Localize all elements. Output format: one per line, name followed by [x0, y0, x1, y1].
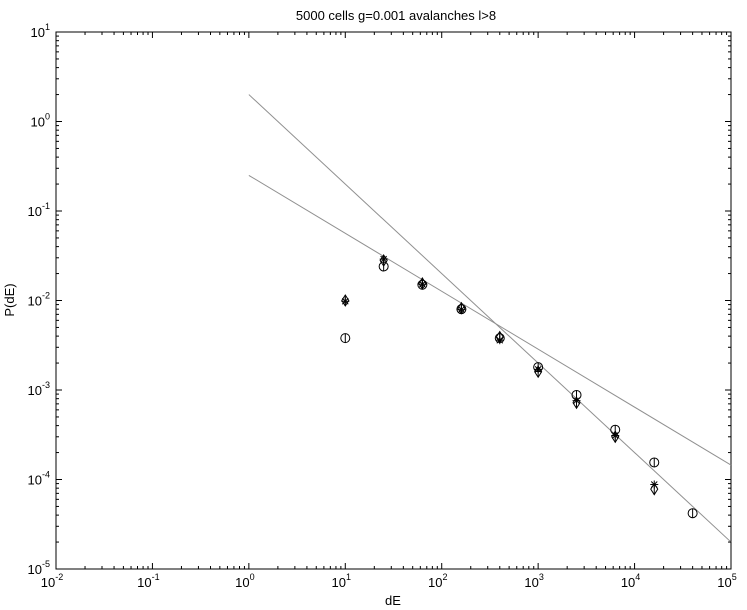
- data-point-star: [650, 480, 659, 489]
- x-tick-label: 100: [235, 572, 254, 590]
- x-tick-labels: 10-2 10-1 100 101 102 103 104 105: [41, 572, 737, 590]
- chart-title: 5000 cells g=0.001 avalanches l>8: [296, 8, 496, 23]
- x-tick-label: 103: [524, 572, 543, 590]
- data-point-circle: [649, 457, 660, 468]
- data-point-star: [379, 255, 388, 264]
- y-tick-label: 10-2: [28, 291, 50, 309]
- fit-line-2: [248, 174, 732, 466]
- x-axis-label: dE: [385, 593, 401, 608]
- axis-ticks: [55, 31, 732, 570]
- y-tick-label: 10-4: [28, 470, 50, 488]
- data-point-circle: [687, 508, 698, 519]
- data-point-star: [572, 396, 581, 405]
- y-tick-label: 10-3: [28, 380, 50, 398]
- y-axis-label: P(dE): [2, 283, 17, 316]
- y-tick-label: 10-1: [28, 201, 50, 219]
- data-point-star: [457, 305, 466, 314]
- plot-area: [55, 31, 732, 570]
- fit-lines: [248, 94, 732, 543]
- y-tick-labels: 10-5 10-4 10-3 10-2 10-1 100 101: [28, 22, 50, 577]
- x-tick-label: 101: [332, 572, 351, 590]
- data-point-star: [341, 297, 350, 306]
- x-tick-label: 10-1: [137, 572, 159, 590]
- x-tick-label: 102: [428, 572, 447, 590]
- data-markers: [340, 254, 698, 519]
- data-point-star: [495, 336, 504, 345]
- y-tick-label: 101: [31, 22, 50, 40]
- y-tick-label: 10-5: [28, 559, 50, 577]
- data-point-circle: [340, 333, 351, 344]
- data-point-star: [611, 431, 620, 440]
- x-tick-label: 10-2: [41, 572, 63, 590]
- x-tick-label: 104: [621, 572, 640, 590]
- data-point-star: [418, 280, 427, 289]
- data-point-star: [534, 365, 543, 374]
- y-tick-label: 100: [31, 112, 50, 130]
- x-tick-label: 105: [717, 572, 736, 590]
- fit-line-1: [248, 94, 732, 543]
